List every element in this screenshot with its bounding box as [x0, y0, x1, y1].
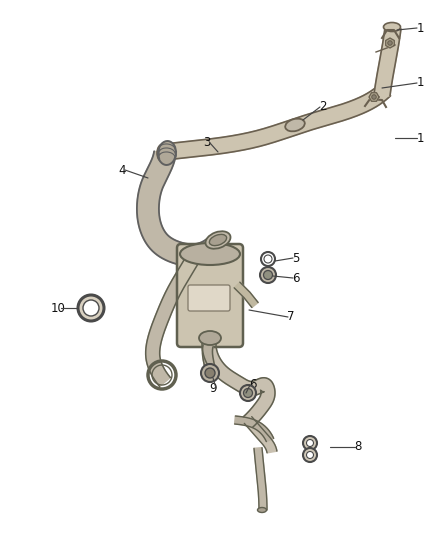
Text: 1: 1	[416, 77, 424, 90]
Polygon shape	[369, 93, 379, 101]
Circle shape	[307, 440, 314, 447]
Circle shape	[307, 451, 314, 458]
Ellipse shape	[180, 243, 240, 265]
Circle shape	[260, 267, 276, 283]
Polygon shape	[244, 417, 277, 453]
Polygon shape	[137, 151, 220, 266]
FancyBboxPatch shape	[188, 285, 230, 311]
Text: 6: 6	[249, 378, 257, 392]
Circle shape	[388, 41, 392, 45]
Text: 1: 1	[416, 132, 424, 144]
Ellipse shape	[285, 119, 305, 131]
Polygon shape	[386, 38, 394, 48]
Circle shape	[303, 436, 317, 450]
Polygon shape	[146, 252, 201, 386]
Polygon shape	[254, 448, 267, 510]
Polygon shape	[202, 343, 275, 427]
Circle shape	[83, 300, 99, 316]
Circle shape	[264, 271, 272, 279]
Ellipse shape	[258, 507, 266, 513]
Polygon shape	[235, 416, 274, 442]
Ellipse shape	[205, 231, 230, 249]
Ellipse shape	[199, 331, 221, 345]
Polygon shape	[374, 27, 401, 96]
Circle shape	[244, 389, 252, 398]
Text: 10: 10	[50, 302, 65, 314]
Text: 6: 6	[292, 271, 300, 285]
Text: 5: 5	[292, 252, 300, 264]
Polygon shape	[234, 282, 258, 308]
Polygon shape	[202, 345, 216, 378]
Text: 1: 1	[416, 21, 424, 35]
Ellipse shape	[384, 22, 400, 31]
Circle shape	[201, 364, 219, 382]
Polygon shape	[164, 84, 391, 160]
Text: 4: 4	[118, 164, 126, 176]
Ellipse shape	[157, 144, 169, 162]
Text: 7: 7	[287, 311, 295, 324]
Circle shape	[303, 448, 317, 462]
Text: 2: 2	[319, 101, 327, 114]
Circle shape	[240, 385, 256, 401]
Circle shape	[205, 368, 215, 378]
FancyBboxPatch shape	[177, 244, 243, 347]
Text: 9: 9	[209, 382, 217, 394]
Text: 3: 3	[203, 136, 211, 149]
Text: 8: 8	[354, 440, 362, 454]
Ellipse shape	[158, 141, 176, 165]
Circle shape	[78, 295, 104, 321]
Ellipse shape	[209, 235, 226, 246]
Circle shape	[372, 95, 376, 99]
